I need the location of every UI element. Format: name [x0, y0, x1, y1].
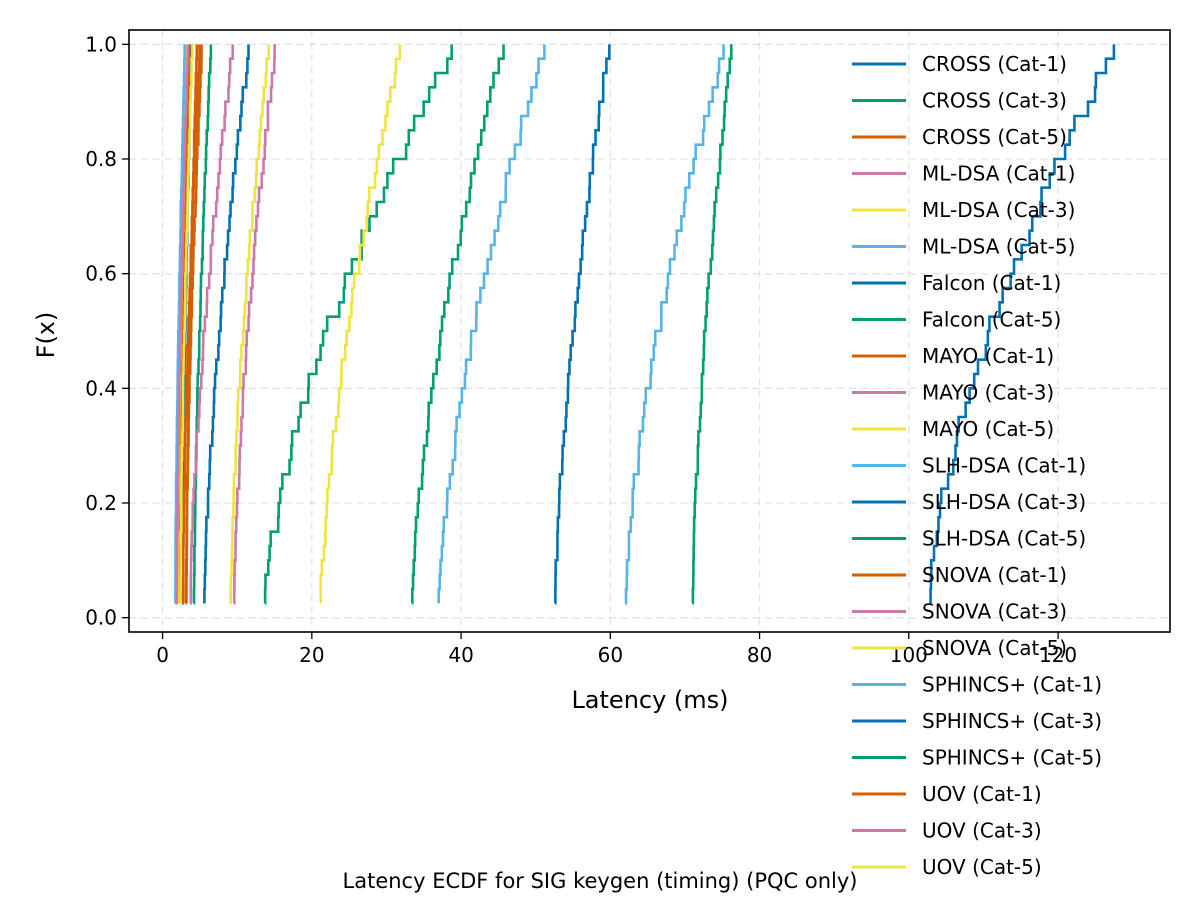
series-line [263, 44, 453, 605]
y-tick-label: 0.6 [85, 262, 117, 286]
legend-label: UOV (Cat-5) [922, 855, 1042, 879]
y-tick-label: 0.2 [85, 491, 117, 515]
legend-label: Falcon (Cat-1) [922, 271, 1061, 295]
x-axis-label: Latency (ms) [571, 686, 728, 714]
plot-frame [128, 29, 1171, 633]
legend-label: ML-DSA (Cat-1) [922, 162, 1075, 186]
legend-label: SPHINCS+ (Cat-1) [922, 673, 1102, 697]
series-line [179, 44, 194, 604]
legend-label: SNOVA (Cat-1) [922, 563, 1067, 587]
series-line [181, 44, 201, 605]
series-line [410, 44, 505, 605]
y-tick-label: 1.0 [85, 32, 117, 56]
series-line [203, 44, 250, 604]
legend-label: CROSS (Cat-1) [922, 52, 1067, 76]
x-tick-label: 80 [747, 643, 772, 667]
legend-label: MAYO (Cat-1) [922, 344, 1054, 368]
legend-label: CROSS (Cat-3) [922, 89, 1067, 113]
legend-label: ML-DSA (Cat-3) [922, 198, 1075, 222]
series-line [319, 44, 402, 604]
series-line [189, 44, 235, 605]
legend-label: SLH-DSA (Cat-1) [922, 454, 1086, 478]
x-tick-label: 60 [598, 643, 623, 667]
y-axis-label: F(x) [32, 312, 60, 359]
legend-label: UOV (Cat-1) [922, 782, 1042, 806]
series-line [437, 44, 546, 604]
y-tick-label: 0.4 [85, 376, 117, 400]
series-line [554, 44, 611, 605]
legend-label: Falcon (Cat-5) [922, 308, 1061, 332]
legend-label: UOV (Cat-3) [922, 819, 1042, 843]
x-tick-label: 40 [448, 643, 473, 667]
series-line [192, 44, 213, 605]
legend-label: ML-DSA (Cat-5) [922, 235, 1075, 259]
series-lines [174, 44, 1116, 605]
legend-label: SPHINCS+ (Cat-3) [922, 709, 1102, 733]
series-line [175, 44, 190, 604]
chart-caption: Latency ECDF for SIG keygen (timing) (PQ… [343, 869, 858, 893]
legend-label: SNOVA (Cat-3) [922, 600, 1067, 624]
legend-label: SNOVA (Cat-5) [922, 636, 1067, 660]
series-line [232, 44, 276, 605]
series-line [177, 44, 191, 604]
legend-label: CROSS (Cat-5) [922, 125, 1067, 149]
legend-label: SPHINCS+ (Cat-5) [922, 746, 1102, 770]
x-tick-label: 120 [1039, 643, 1077, 667]
legend-label: MAYO (Cat-3) [922, 381, 1054, 405]
x-tick-label: 0 [156, 643, 169, 667]
series-line [624, 44, 725, 605]
series-line [185, 44, 199, 604]
series-line [174, 44, 186, 605]
legend-label: SLH-DSA (Cat-3) [922, 490, 1086, 514]
series-line [929, 44, 1116, 605]
series-line [229, 44, 271, 605]
legend: CROSS (Cat-1) CROSS (Cat-3) CROSS (Cat-5) M… [852, 52, 1102, 879]
series-line [691, 44, 733, 605]
y-tick-label: 0.0 [85, 606, 117, 630]
legend-label: MAYO (Cat-5) [922, 417, 1054, 441]
x-tick-label: 20 [299, 643, 324, 667]
y-tick-label: 0.8 [85, 147, 117, 171]
legend-label: SLH-DSA (Cat-5) [922, 527, 1086, 551]
